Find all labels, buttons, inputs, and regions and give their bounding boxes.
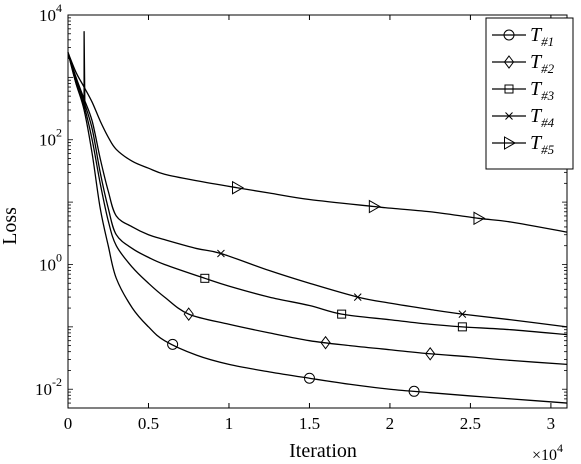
data-point-marker	[337, 309, 347, 319]
y-axis-label: Loss	[0, 207, 21, 245]
data-point-marker	[232, 180, 245, 195]
plot-markers	[167, 180, 486, 397]
legend-box	[485, 17, 574, 170]
x-axis-multiplier-base: ×10	[532, 447, 557, 464]
legend-item: T#4	[492, 105, 555, 130]
x-tick-label: 2	[386, 414, 395, 433]
data-point-marker	[503, 29, 515, 41]
legend-item: T#1	[492, 24, 554, 49]
data-point-marker	[504, 84, 514, 94]
series-spike	[83, 31, 86, 110]
y-tick-label: 10-2	[35, 375, 62, 399]
x-axis-ticks: 0 0.5 1 1.5 2 2.5 3	[64, 15, 555, 433]
y-tick-label: 100	[39, 250, 62, 274]
legend-label: T#2	[530, 51, 555, 76]
x-axis-label: Iteration	[289, 440, 357, 462]
y-tick-label: 104	[39, 1, 62, 25]
y-tick-label: 102	[39, 126, 62, 150]
legend-label: T#5	[530, 132, 555, 157]
x-axis-multiplier-exp: 4	[557, 441, 563, 455]
legend: T#1T#2T#3T#4T#5	[485, 17, 574, 170]
data-point-marker	[200, 273, 210, 283]
legend-label: T#3	[530, 78, 555, 103]
series-line-3	[67, 52, 568, 336]
data-point-marker	[408, 385, 420, 397]
x-tick-label: 1	[225, 414, 234, 433]
series-line-2	[67, 52, 568, 366]
x-tick-label: 0.5	[138, 414, 159, 433]
data-point-marker	[217, 249, 225, 258]
data-point-marker	[353, 293, 362, 301]
x-tick-label: 1.5	[299, 414, 320, 433]
series-line-1	[67, 52, 568, 404]
legend-item: T#2	[492, 51, 555, 76]
data-point-marker	[320, 335, 331, 350]
legend-label: T#1	[530, 24, 554, 49]
x-tick-label: 0	[64, 414, 73, 433]
data-point-marker	[505, 112, 513, 120]
data-point-marker	[473, 211, 486, 226]
data-point-marker	[504, 136, 517, 150]
legend-item: T#3	[492, 78, 555, 103]
plot-lines	[67, 31, 568, 404]
data-point-marker	[503, 55, 515, 69]
legend-label: T#4	[530, 105, 555, 130]
series-line-5	[67, 52, 568, 233]
x-tick-label: 3	[547, 414, 556, 433]
series-line-4	[67, 52, 568, 328]
x-tick-label: 2.5	[460, 414, 481, 433]
data-point-marker	[457, 322, 467, 332]
x-axis-multiplier: ×104	[532, 441, 563, 464]
data-point-marker	[167, 338, 179, 350]
data-point-marker	[425, 346, 436, 361]
legend-item: T#5	[492, 132, 555, 157]
data-point-marker	[368, 199, 381, 214]
data-point-marker	[303, 372, 315, 384]
data-point-marker	[458, 310, 467, 318]
data-point-marker	[183, 307, 194, 321]
